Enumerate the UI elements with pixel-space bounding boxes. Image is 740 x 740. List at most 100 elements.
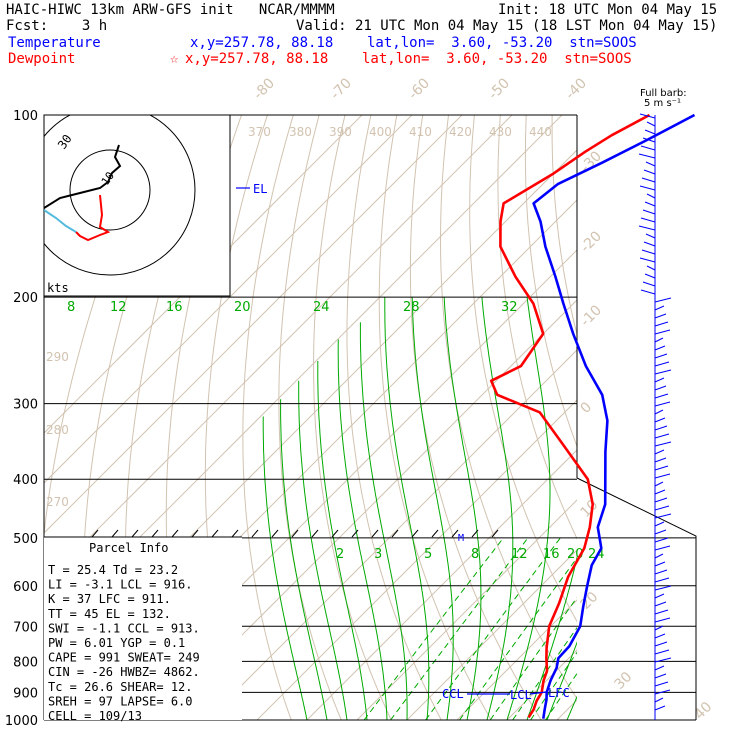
mixing-ratio-line: [390, 537, 529, 720]
moist-adiabat-line: [546, 641, 577, 720]
mixing-ratio-lines: [363, 537, 577, 720]
mixing-ratio-label-upper: 16: [166, 300, 183, 315]
parcel-info-row: PW = 6.01 YGP = 0.1: [48, 636, 185, 650]
dewpoint-legend-label: Dewpoint: [8, 51, 76, 67]
parcel-info-row: TT = 45 EL = 132.: [48, 607, 171, 621]
hodograph-ring-outer: [44, 115, 196, 276]
isotherm-line: [44, 115, 363, 434]
pressure-tick-label: 800: [13, 655, 38, 670]
isotherm-label: -50: [486, 75, 513, 102]
pressure-tick-label: 400: [13, 473, 38, 488]
parcel-info-row: CAPE = 991 SWEAT= 249: [48, 651, 200, 665]
wind-barb: [654, 689, 671, 695]
wind-barb: [654, 481, 664, 487]
m-label: M: [458, 533, 464, 544]
isotherm-line: [657, 115, 740, 720]
dry-adiabat-line: [524, 115, 577, 448]
wind-barb: [654, 569, 668, 575]
mixing-ratio-line: [512, 626, 577, 720]
moist-adiabat-line: [506, 297, 551, 720]
isotherm-label: 0: [578, 399, 596, 417]
mixing-ratio-label-lower: 8: [471, 547, 479, 562]
parcel-info-row: K = 37 LFC = 911.: [48, 592, 171, 606]
parcel-info-row: CELL = 109/13: [48, 709, 142, 723]
wind-barb: [654, 345, 666, 351]
isotherm-label: -10: [578, 302, 605, 329]
pressure-tick-label: 200: [13, 291, 38, 306]
mixing-ratio-label-upper: 8: [67, 300, 75, 315]
mixing-ratio-line: [489, 596, 577, 720]
isotherm-line: [607, 115, 740, 720]
pressure-tick-label: 300: [13, 398, 38, 413]
mixing-ratio-label-lower: 16: [543, 547, 560, 562]
mixing-ratio-label-upper: 24: [313, 300, 330, 315]
wind-barb: [654, 489, 666, 495]
barb-key-line2: 5 m s⁻¹: [644, 98, 681, 109]
wind-barb: [654, 641, 668, 647]
mixing-ratio-label-lower: 5: [424, 547, 432, 562]
temperature-legend-info: x,y=257.78, 88.18 lat,lon= 3.60, -53.20 …: [190, 35, 637, 51]
wind-barb: [645, 161, 656, 167]
parcel-info-row: SWI = -1.1 CCL = 913.: [48, 621, 200, 635]
isotherm-line: [44, 115, 413, 484]
dry-adiabat-line: [469, 115, 577, 623]
theta-label-left: 290: [46, 350, 69, 364]
wind-barb: [654, 657, 672, 663]
wind-barb: [654, 425, 668, 431]
dry-adiabat-line: [44, 115, 165, 538]
wind-barb: [642, 281, 656, 287]
wind-barb: [654, 577, 670, 583]
parcel-info-row: Tc = 26.6 SHEAR= 12.: [48, 680, 193, 694]
wind-barb: [654, 633, 666, 639]
wind-barb: [644, 129, 656, 135]
wind-barb: [654, 593, 665, 599]
wind-barb: [654, 297, 672, 303]
wind-barb: [654, 401, 671, 407]
wind-barb: [638, 225, 656, 231]
wind-barb: [641, 249, 656, 255]
isotherm-line: [556, 699, 577, 720]
isotherm-line: [44, 115, 513, 584]
isotherm-label: -60: [406, 75, 433, 102]
wind-barb: [654, 457, 667, 463]
pressure-tick-label: 100: [13, 109, 38, 124]
moist-adiabat-line: [607, 297, 740, 720]
theta-label-left: 280: [46, 423, 69, 437]
barb-key-line1: Full barb:: [640, 88, 687, 99]
pressure-tick-label: 900: [13, 686, 38, 701]
wind-barb: [654, 393, 669, 399]
parcel-info-box: [44, 537, 242, 720]
theta-label: 440: [529, 125, 552, 139]
dry-adiabat-line: [578, 115, 740, 720]
wind-barb: [646, 193, 656, 199]
wind-barb: [654, 553, 664, 559]
mixing-ratio-label-lower: 2: [336, 547, 344, 562]
parcel-info-row: CIN = -26 HWBZ= 4862.: [48, 665, 200, 679]
dry-adiabat-line: [497, 115, 577, 540]
isotherm-line: [44, 115, 463, 534]
wind-barb: [654, 529, 667, 535]
isotherm-label: 40: [692, 699, 716, 723]
mixing-ratio-label-upper: 12: [110, 300, 127, 315]
dry-adiabat-line: [656, 115, 740, 720]
mixing-ratio-label-lower: 12: [511, 547, 528, 562]
wind-barb: [654, 473, 671, 479]
isotherm-line: [456, 599, 577, 720]
wind-barb: [654, 609, 669, 615]
wind-barb: [654, 361, 670, 367]
freezing-marks: [91, 529, 499, 538]
wind-barb: [654, 433, 670, 439]
parcel-info-row: LI = -3.1 LCL = 916.: [48, 578, 193, 592]
wind-barb: [654, 649, 670, 655]
wind-barb: [644, 201, 656, 207]
mixing-ratio-label-upper: 28: [403, 300, 420, 315]
moist-adiabat-line: [384, 297, 430, 720]
hodograph-ring-label-30: 30: [55, 132, 75, 152]
theta-label: 400: [369, 125, 392, 139]
wind-barb: [654, 601, 667, 607]
wind-barb: [654, 305, 665, 311]
wind-barb: [654, 313, 667, 319]
isotherm-line: [406, 549, 577, 720]
theta-label: 420: [449, 125, 472, 139]
